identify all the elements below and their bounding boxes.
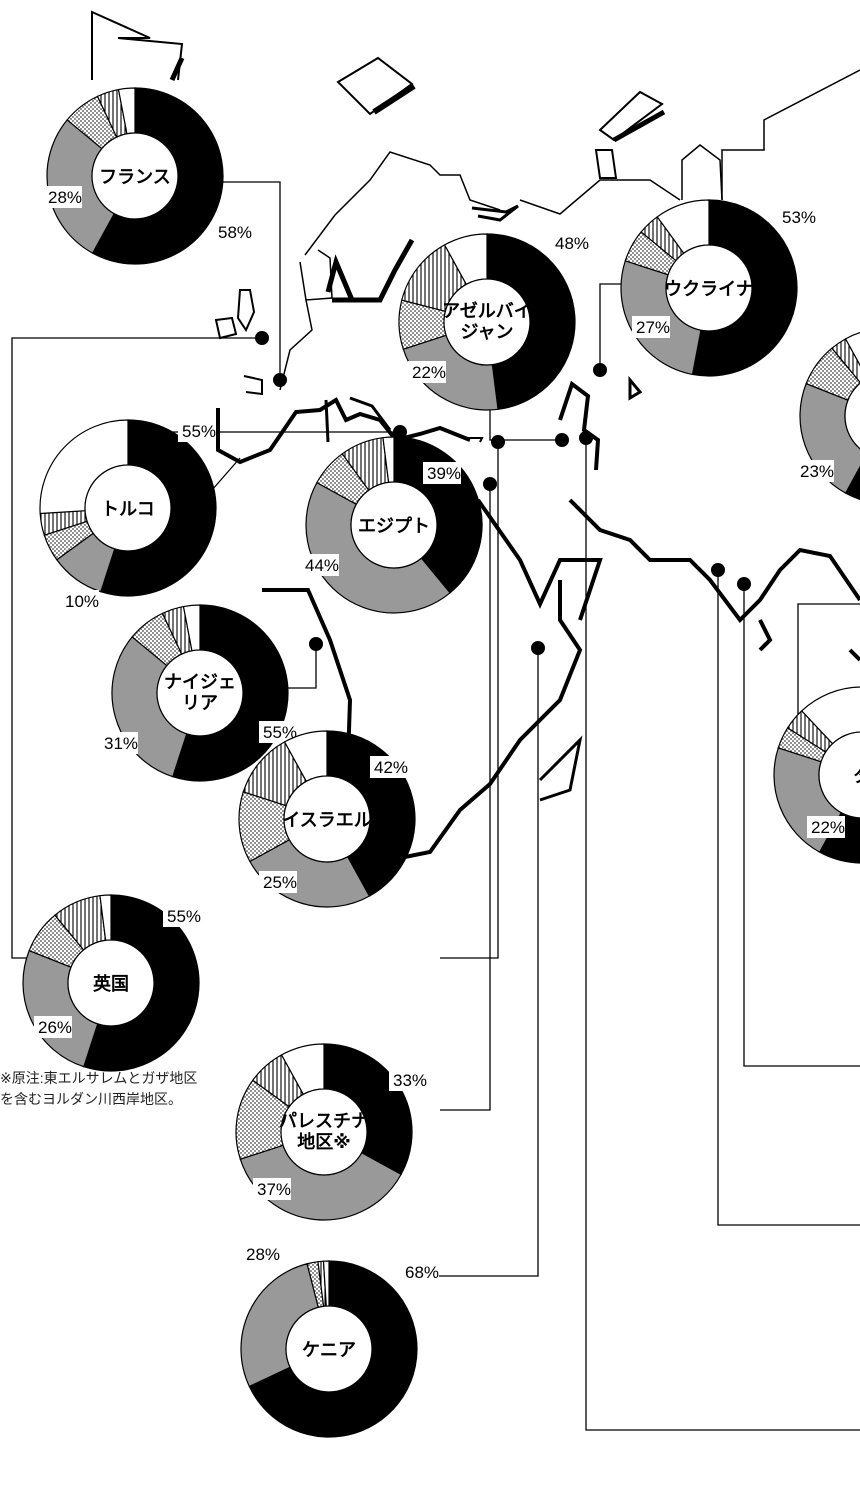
country-name: ケニア bbox=[302, 1340, 356, 1361]
percent-label-bg bbox=[301, 554, 339, 576]
country-name: アゼルバイジャン bbox=[442, 300, 532, 343]
donut-hole bbox=[844, 382, 860, 450]
donut-4: エジプト 39% 44% bbox=[301, 436, 483, 614]
donut-hole bbox=[84, 464, 172, 552]
percent-label-bg bbox=[100, 732, 138, 754]
slice-hatched bbox=[831, 338, 860, 384]
percent-label-bg bbox=[370, 756, 408, 778]
donut-10: 23% bbox=[796, 331, 860, 501]
percent-label-bg bbox=[408, 361, 446, 383]
country-name: パレスチナ地区※ bbox=[279, 1111, 369, 1153]
percent-label: 31% bbox=[104, 734, 138, 753]
donut-hole bbox=[67, 939, 155, 1027]
percent-label: 33% bbox=[393, 1071, 427, 1090]
donut-hole bbox=[665, 244, 753, 332]
country-name: エジプト bbox=[358, 515, 430, 537]
percent-label: 10% bbox=[65, 592, 99, 611]
donut-charts: フランス 58% 28% アゼルバイジャン 48% 22% ウクライナ 53% 27% トルコ 55… bbox=[22, 87, 860, 1438]
country-name: イスラエル bbox=[282, 810, 371, 831]
country-name: トルコ bbox=[101, 499, 155, 520]
percent-label: 22% bbox=[412, 363, 446, 382]
donut-hole bbox=[156, 649, 244, 737]
percent-label: 28% bbox=[246, 1245, 280, 1264]
donut-9: ケニア 68% 28% bbox=[240, 1243, 439, 1438]
footnote: ※原注:東エルサレムとガザ地区を含むヨルダン川西岸地区。 bbox=[0, 1070, 198, 1107]
percent-label: 37% bbox=[257, 1180, 291, 1199]
donut-6: 英国 55% 26% bbox=[22, 894, 201, 1072]
slice-white bbox=[844, 331, 860, 367]
donut-11: タ 22% bbox=[773, 686, 860, 864]
percent-label-bg bbox=[796, 460, 834, 482]
percent-label-bg bbox=[401, 1261, 439, 1283]
percent-label: 53% bbox=[782, 208, 816, 227]
percent-label-bg bbox=[259, 871, 297, 893]
donut-2: ウクライナ 53% 27% bbox=[620, 199, 816, 377]
percent-label: 55% bbox=[182, 422, 216, 441]
percent-label-bg bbox=[423, 462, 461, 484]
percent-label-bg bbox=[259, 721, 297, 743]
percent-label-bg bbox=[242, 1243, 280, 1265]
percent-label-bg bbox=[214, 221, 252, 243]
percent-label-bg bbox=[253, 1178, 291, 1200]
donut-1: アゼルバイジャン 48% 22% bbox=[398, 232, 589, 411]
country-name: フランス bbox=[99, 167, 171, 188]
donut-hole bbox=[283, 775, 371, 863]
donut-5: ナイジェリア 55% 31% bbox=[100, 604, 297, 782]
percent-label-bg bbox=[778, 206, 816, 228]
percent-label-bg bbox=[551, 232, 589, 254]
location-dots bbox=[255, 331, 751, 655]
map-outline bbox=[91, 10, 860, 863]
country-name: 英国 bbox=[92, 973, 129, 995]
donut-hole bbox=[818, 731, 860, 819]
percent-label: 23% bbox=[800, 462, 834, 481]
percent-label: 58% bbox=[218, 223, 252, 242]
percent-label-bg bbox=[61, 590, 99, 612]
country-name: ナイジェリア bbox=[164, 672, 236, 714]
percent-label: 68% bbox=[405, 1263, 439, 1282]
percent-label: 28% bbox=[48, 188, 82, 207]
percent-label: 39% bbox=[427, 464, 461, 483]
percent-label: 42% bbox=[374, 758, 408, 777]
donut-3: トルコ 55% 10% bbox=[39, 419, 217, 612]
country-name: タ bbox=[853, 766, 860, 787]
percent-label-bg bbox=[632, 316, 670, 338]
donut-hole bbox=[91, 132, 179, 220]
donut-7: イスラエル 42% 25% bbox=[238, 730, 416, 908]
percent-label-bg bbox=[389, 1069, 427, 1091]
percent-label-bg bbox=[163, 905, 201, 927]
percent-label: 25% bbox=[263, 873, 297, 892]
percent-label: 22% bbox=[811, 818, 845, 837]
donut-0: フランス 58% 28% bbox=[44, 87, 252, 265]
slice-black bbox=[844, 465, 860, 501]
donut-8: パレスチナ地区※ 33% 37% bbox=[235, 1043, 427, 1221]
percent-label-bg bbox=[178, 420, 216, 442]
percent-label: 27% bbox=[636, 318, 670, 337]
percent-label-bg bbox=[807, 816, 845, 838]
percent-label: 44% bbox=[305, 556, 339, 575]
percent-label: 26% bbox=[38, 1018, 72, 1037]
donut-hole bbox=[280, 1088, 368, 1176]
percent-label: 55% bbox=[167, 907, 201, 926]
percent-label-bg bbox=[34, 1016, 72, 1038]
percent-label: 55% bbox=[263, 723, 297, 742]
percent-label: 48% bbox=[555, 234, 589, 253]
donut-hole bbox=[350, 481, 438, 569]
country-name: ウクライナ bbox=[664, 279, 754, 300]
donut-hole bbox=[443, 278, 531, 366]
donut-hole bbox=[285, 1305, 373, 1393]
percent-label-bg bbox=[44, 186, 82, 208]
